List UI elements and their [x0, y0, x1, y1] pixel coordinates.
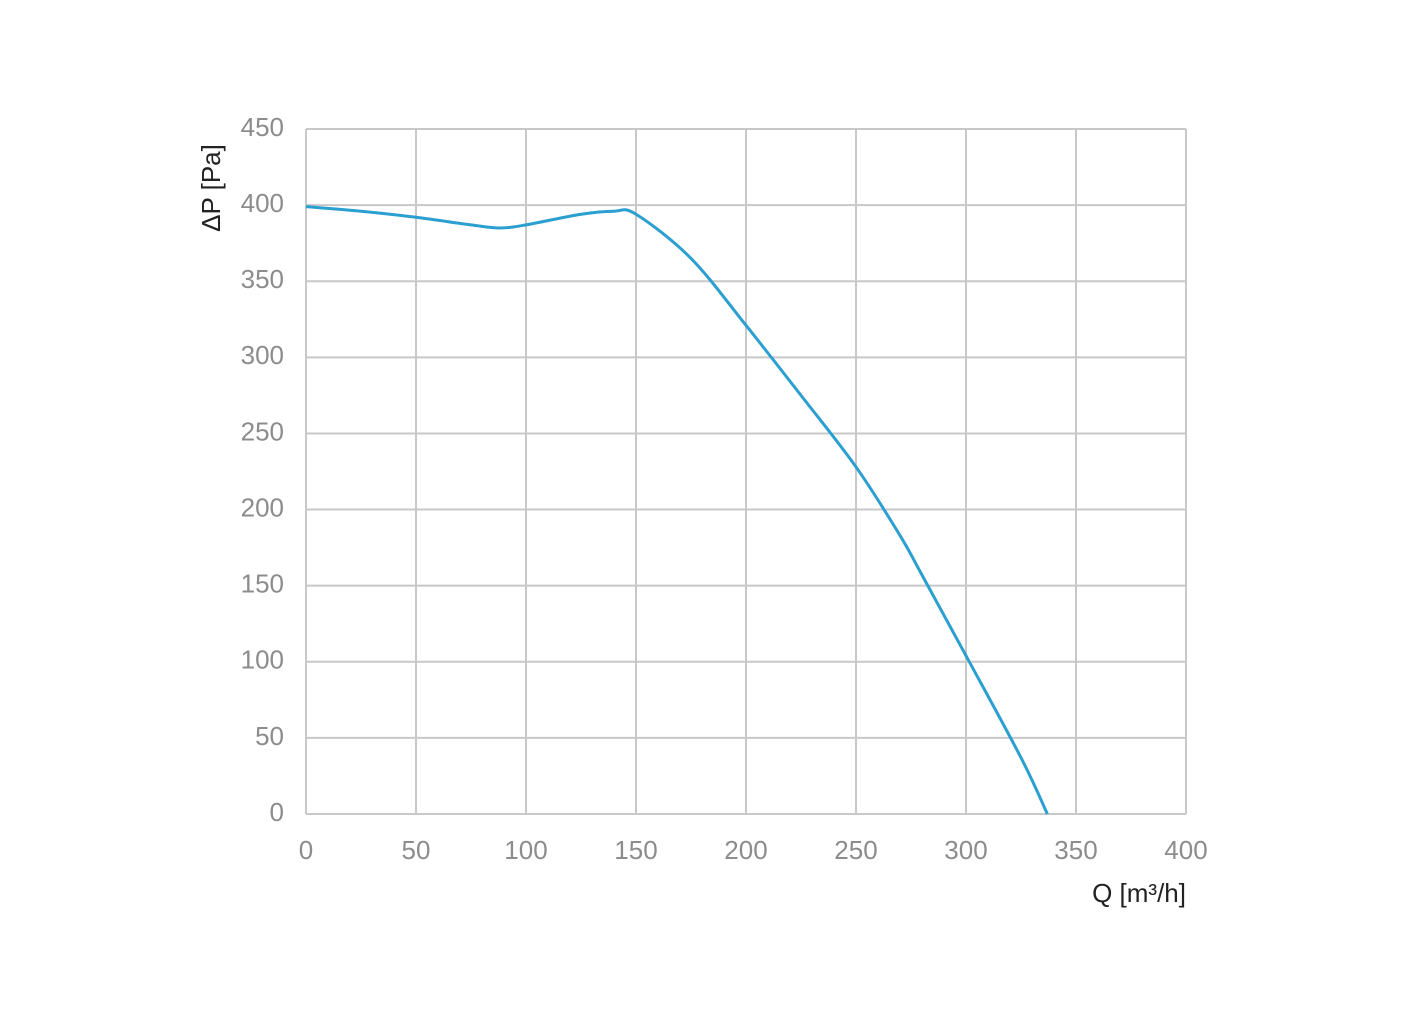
y-tick-label: 0	[270, 797, 284, 827]
y-axis-title: ΔP [Pa]	[196, 144, 226, 232]
x-tick-label: 150	[614, 835, 657, 865]
y-tick-label: 150	[241, 569, 284, 599]
x-tick-label: 400	[1164, 835, 1207, 865]
y-tick-label: 400	[241, 188, 284, 218]
x-tick-label: 250	[834, 835, 877, 865]
y-tick-label: 200	[241, 492, 284, 522]
x-tick-label: 0	[299, 835, 313, 865]
y-tick-label: 450	[241, 112, 284, 142]
x-tick-label: 50	[402, 835, 431, 865]
x-tick-label: 350	[1054, 835, 1097, 865]
x-tick-label: 300	[944, 835, 987, 865]
line	[305, 205, 1049, 815]
y-tick-label: 350	[241, 264, 284, 294]
y-tick-label: 300	[241, 340, 284, 370]
x-axis-title: Q [m³/h]	[1092, 878, 1186, 908]
x-tick-label: 200	[724, 835, 767, 865]
x-tick-label: 100	[504, 835, 547, 865]
y-tick-label: 100	[241, 645, 284, 675]
y-tick-label: 50	[255, 721, 284, 751]
y-tick-label: 250	[241, 416, 284, 446]
